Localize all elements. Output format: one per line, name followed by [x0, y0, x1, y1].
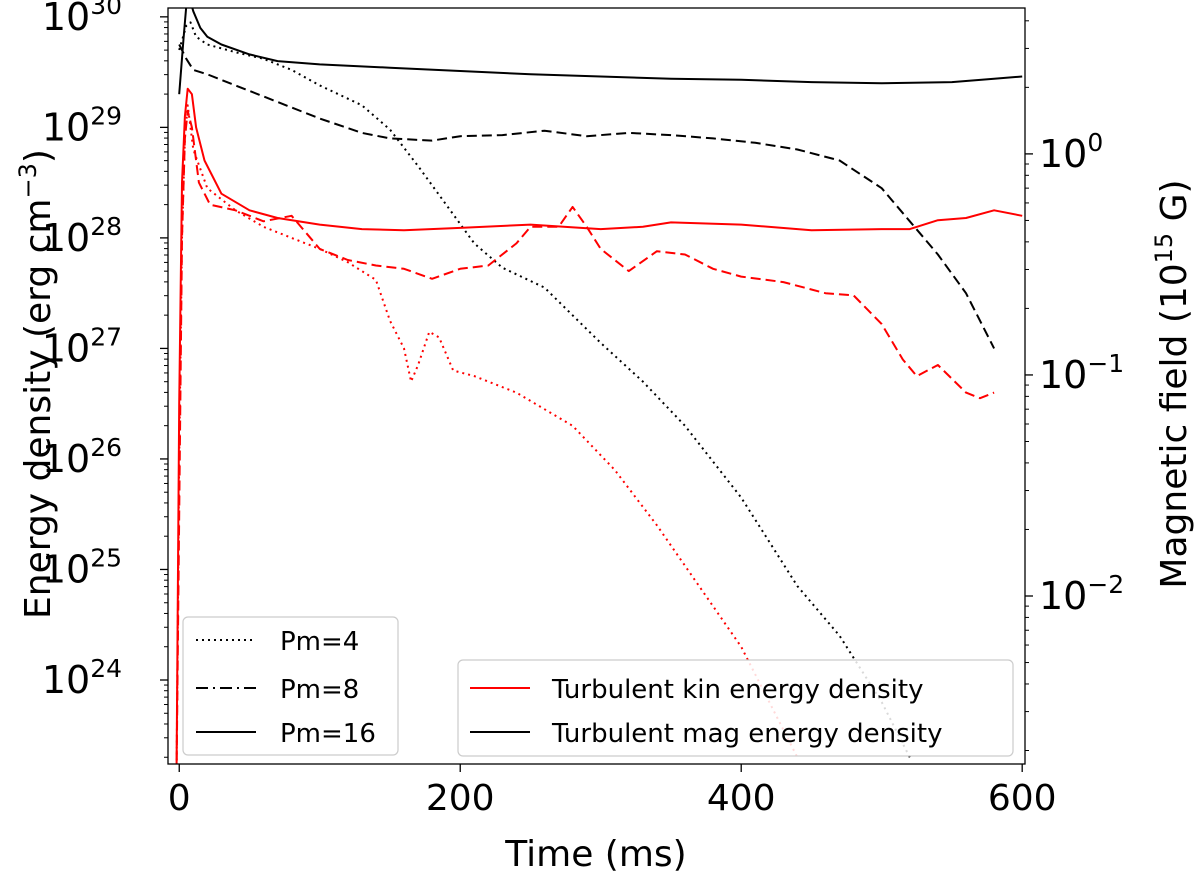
legend-series: Turbulent kin energy density Turbulent m…	[457, 659, 1014, 757]
y-left-tick-label: 1025	[42, 543, 122, 591]
y-axis-left-label: Energy density (erg cm−3)	[14, 149, 59, 619]
y-right-tick-label: 10−2	[1039, 570, 1124, 618]
x-axis-label: Time (ms)	[504, 834, 686, 875]
legend-styles-box	[182, 616, 399, 756]
ticks-layer: 0 200 400 600 1030 1029 1028 1027 1026 1025 1024 10…	[42, 0, 1124, 819]
y-left-tick-label: 1029	[42, 101, 122, 149]
y-left-tick-label: 1028	[42, 212, 122, 260]
legend-line-styles: Pm=4 Pm=8 Pm=16	[182, 616, 399, 756]
y-right-tick-label: 10−1	[1039, 349, 1124, 397]
series-line-3	[175, 87, 1023, 764]
legend-series-box	[457, 659, 1014, 757]
legend-label-pm4: Pm=4	[280, 627, 359, 657]
y-axis-left-label-sup: −3	[14, 163, 42, 198]
y-left-tick-label: 1027	[42, 322, 122, 370]
plot-frame	[167, 7, 1026, 765]
y-axis-right-label: Magnetic field (1015 G)	[1150, 179, 1195, 588]
series-layer	[175, 8, 1023, 764]
y-left-tick-label: 1024	[42, 654, 122, 702]
x-tick-label: 600	[988, 778, 1057, 819]
series-line-0	[178, 8, 1023, 95]
legend-label-pm16: Pm=16	[280, 719, 376, 749]
legend-label-pm8: Pm=8	[280, 675, 359, 705]
y-right-tick-label: 100	[1039, 128, 1103, 176]
series-line-2	[178, 44, 995, 349]
x-tick-label: 400	[707, 778, 776, 819]
y-axis-right-label-main: Magnetic field (10	[1154, 263, 1195, 588]
legend-label-mag: Turbulent mag energy density	[551, 719, 942, 749]
y-left-tick-label: 1026	[42, 433, 122, 481]
y-axis-right-label-close: G)	[1154, 179, 1195, 232]
legend-label-kin: Turbulent kin energy density	[551, 675, 923, 705]
x-tick-label: 200	[426, 778, 495, 819]
y-axis-right-label-sup: 15	[1150, 233, 1178, 264]
y-left-tick-label: 1030	[42, 0, 122, 39]
x-tick-label: 0	[168, 778, 191, 819]
y-axis-left-label-close: )	[18, 149, 59, 163]
series-line-5	[175, 104, 799, 764]
y-axis-left-label-main: Energy density (erg cm	[18, 199, 59, 619]
